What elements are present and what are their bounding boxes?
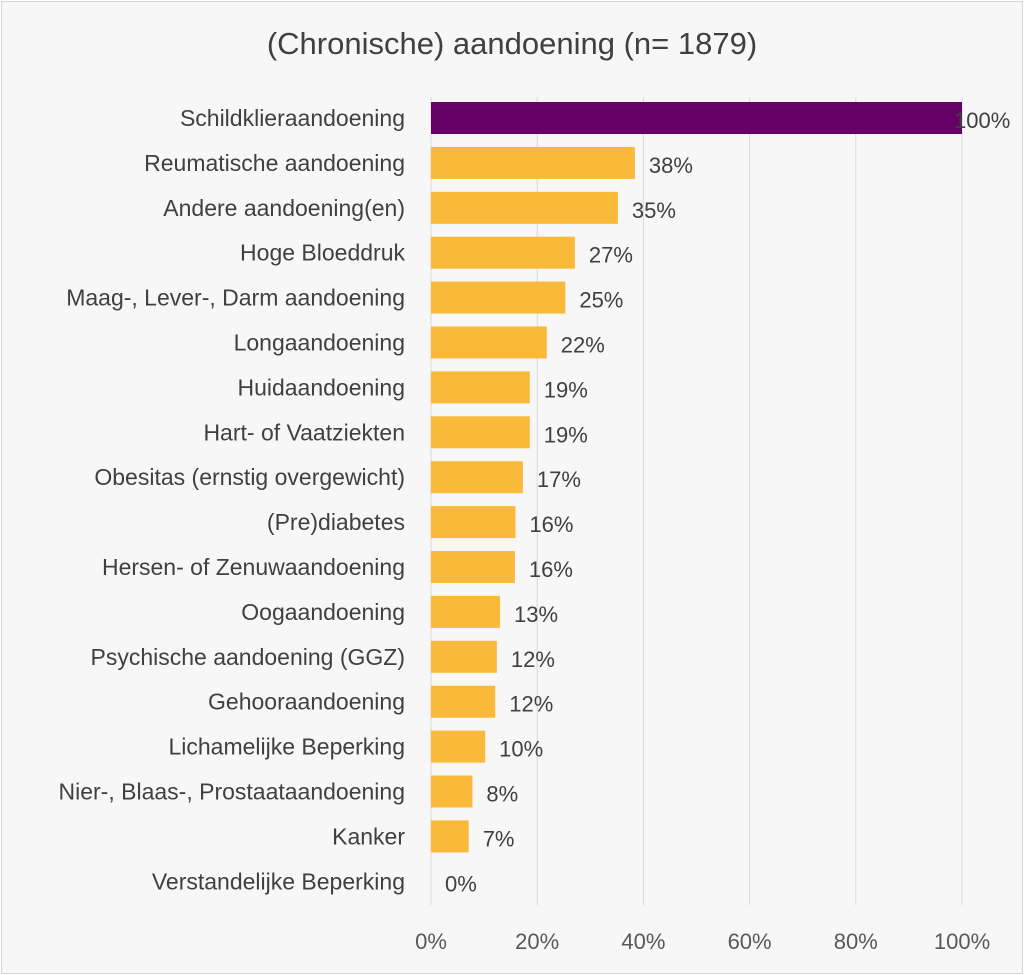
x-tick-label: 60% [728,929,772,954]
value-label: 35% [632,198,676,223]
value-label: 7% [483,826,515,851]
bar [431,326,547,359]
value-label: 22% [561,333,605,358]
bar [431,595,501,628]
bar [431,640,497,673]
bar [431,685,496,718]
category-label: Obesitas (ernstig overgewicht) [94,464,405,490]
value-label: 19% [544,377,588,402]
category-label: Hoge Bloeddruk [240,240,405,266]
value-label: 19% [544,422,588,447]
value-label: 17% [537,467,581,492]
bar [431,281,566,314]
bar [431,775,473,808]
bar [431,506,516,539]
bar [431,820,469,853]
value-label: 16% [529,557,573,582]
category-label: Psychische aandoening (GGZ) [91,644,406,670]
bars [431,102,962,853]
value-label: 0% [445,871,477,896]
category-label: Nier-, Blaas-, Prostaataandoening [59,779,405,805]
bar [431,416,530,449]
bar [431,730,486,763]
bar [431,551,515,583]
category-label: Schildklieraandoening [180,105,405,131]
x-tick-label: 20% [515,929,559,954]
category-label: Andere aandoening(en) [163,195,405,221]
category-label: Reumatische aandoening [144,150,405,176]
x-axis-ticks: 0% 20% 40% 60% 80% 100% [415,929,990,954]
bar [431,191,618,224]
x-tick-label: 80% [834,929,878,954]
category-label: Hersen- of Zenuwaandoening [102,554,405,580]
bar [431,371,530,404]
category-label: Maag-, Lever-, Darm aandoening [66,285,405,311]
value-label: 13% [514,602,558,627]
category-label: Verstandelijke Beperking [152,868,405,894]
x-tick-label: 40% [621,929,665,954]
category-labels: Schildklieraandoening Reumatische aandoen… [59,105,406,894]
value-label: 12% [509,692,553,717]
value-label: 25% [579,288,623,313]
bar [431,102,962,134]
x-tick-label: 100% [934,929,990,954]
category-label: Lichamelijke Beperking [168,734,405,760]
bar [431,461,523,494]
category-label: Kanker [332,823,405,849]
category-label: Longaandoening [234,330,405,356]
chart-title: (Chronische) aandoening (n= 1879) [267,26,757,61]
value-label: 8% [486,782,518,807]
value-label: 100% [954,108,1010,133]
gridlines [430,97,963,905]
category-label: Gehooraandoening [208,689,405,715]
value-label: 10% [499,737,543,762]
value-label: 16% [529,512,573,537]
value-label: 38% [649,153,693,178]
bar [431,146,635,179]
category-label: Huidaandoening [237,374,405,400]
bar [431,236,575,269]
value-label: 27% [589,243,633,268]
category-label: Oogaandoening [241,599,405,625]
category-label: Hart- of Vaatziekten [203,419,405,445]
x-tick-label: 0% [415,929,447,954]
value-labels: 100% 38% 35% 27% 25% 22% 19% 19% 17% 16% 16% 13% 12%… [445,108,1010,896]
category-label: (Pre)diabetes [267,509,405,535]
value-label: 12% [511,647,555,672]
